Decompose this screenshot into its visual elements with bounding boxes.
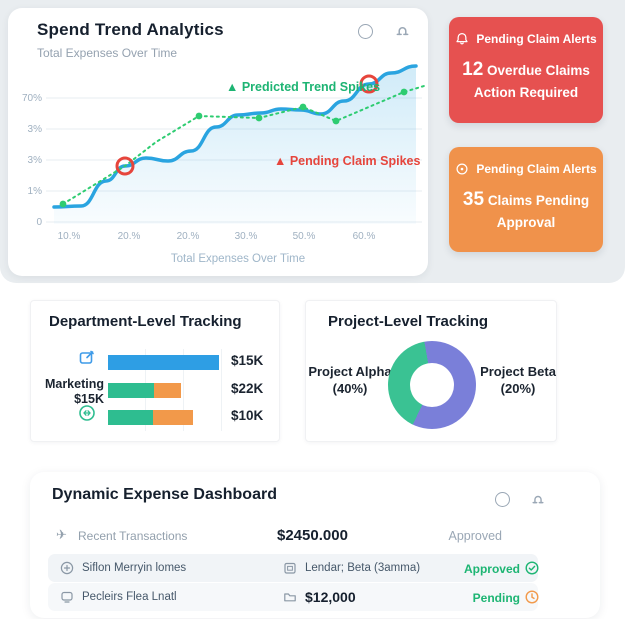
bar-value-1: $22K bbox=[231, 381, 264, 396]
alert-value: 12 bbox=[462, 59, 484, 80]
transaction-detail: Lendar; Beta (3amma) bbox=[305, 562, 421, 574]
department-bar-chart bbox=[108, 349, 224, 431]
bar-row-2 bbox=[108, 410, 193, 425]
label-value: (40%) bbox=[332, 381, 368, 396]
label-name: Project Beta bbox=[480, 364, 556, 379]
status-badge: Pending bbox=[472, 591, 520, 605]
bar-label-line2: $15K bbox=[74, 392, 104, 406]
chart-subtitle: Total Expenses Over Time bbox=[37, 46, 178, 60]
check-circle-icon bbox=[525, 561, 539, 575]
x-tick: 60.% bbox=[353, 231, 376, 242]
bar-segment bbox=[154, 383, 181, 398]
pending-clock-icon bbox=[525, 590, 539, 604]
x-tick: 10.% bbox=[58, 231, 81, 242]
spend-trend-chart: 70% 3% 3% 1% 0 ▲ Predicted Trend Spikes … bbox=[22, 64, 425, 265]
notification-bell-icon[interactable] bbox=[395, 24, 410, 39]
alert-value: 35 bbox=[462, 189, 485, 210]
alert-text: Overdue Claims bbox=[487, 63, 590, 78]
spend-trend-card: Spend Trend Analytics Total Expenses Ove… bbox=[8, 8, 428, 276]
bar-row-label: Marketing $15K bbox=[37, 377, 104, 407]
y-tick: 70% bbox=[22, 93, 42, 104]
project-beta-label: Project Beta (20%) bbox=[476, 363, 560, 397]
header-amount: $2450.000 bbox=[277, 527, 348, 544]
label-value: (20%) bbox=[500, 381, 536, 396]
transaction-name: Pecleirs Flea Lnatl bbox=[82, 591, 177, 603]
transaction-row[interactable]: Siflon Merryin lomes Lendar; Beta (3amma… bbox=[48, 554, 539, 582]
alert-title: Pending Claim Alerts bbox=[476, 162, 597, 176]
transaction-name: Siflon Merryin lomes bbox=[82, 562, 187, 574]
alert-line2: Action Required bbox=[473, 85, 579, 100]
card-header-icons bbox=[358, 24, 410, 39]
overdue-claims-alert-card[interactable]: Pending Claim Alerts 12 Overdue Claims A… bbox=[449, 17, 603, 123]
folder-icon bbox=[284, 593, 296, 602]
y-tick: 1% bbox=[28, 186, 43, 197]
transaction-row[interactable]: Pecleirs Flea Lnatl $12,000 Pending bbox=[48, 583, 539, 611]
alert-clock-icon bbox=[456, 163, 468, 175]
expense-dashboard-card: Dynamic Expense Dashboard ✈ Recent Trans… bbox=[30, 472, 600, 618]
top-section: Spend Trend Analytics Total Expenses Ove… bbox=[0, 0, 625, 283]
status-badge: Approved bbox=[463, 562, 520, 576]
y-tick: 0 bbox=[36, 217, 42, 228]
alert-text: Claims Pending bbox=[487, 193, 590, 208]
bar-row-0 bbox=[108, 355, 219, 370]
bar-segment bbox=[108, 383, 154, 398]
project-tracking-card: Project-Level Tracking Project Alpha (40… bbox=[305, 300, 557, 442]
alert-line1: 12 Overdue Claims bbox=[449, 59, 603, 81]
alert-line2: Approval bbox=[496, 215, 556, 230]
predicted-trend-annotation: ▲ Predicted Trend Spikes bbox=[226, 80, 380, 94]
pending-claims-alert-card[interactable]: Pending Claim Alerts 35 Claims Pending A… bbox=[449, 147, 603, 252]
bar-row-1 bbox=[108, 383, 181, 398]
alert-title: Pending Claim Alerts bbox=[476, 32, 597, 46]
x-tick: 30.% bbox=[235, 231, 258, 242]
bar-segment bbox=[153, 410, 193, 425]
alert-bell-icon bbox=[456, 32, 468, 45]
y-tick: 3% bbox=[28, 124, 43, 135]
recent-transactions-label: Recent Transactions bbox=[78, 529, 188, 543]
project-title: Project-Level Tracking bbox=[328, 313, 489, 330]
label-name: Project Alpha bbox=[308, 364, 392, 379]
transactions-header-row: ✈ Recent Transactions $2450.000 Approved bbox=[48, 526, 556, 546]
bar-value-0: $15K bbox=[231, 353, 264, 368]
device-icon bbox=[61, 591, 73, 603]
department-tracking-card: Department-Level Tracking Marketing $15K… bbox=[30, 300, 280, 442]
alert-header: Pending Claim Alerts bbox=[449, 162, 603, 176]
pending-claim-annotation: ▲ Pending Claim Spikes bbox=[274, 154, 420, 168]
transaction-amount: $12,000 bbox=[305, 589, 356, 605]
alert-line1: 35 Claims Pending bbox=[449, 189, 603, 211]
status-circle-icon[interactable] bbox=[495, 492, 510, 507]
bar-label-line1: Marketing bbox=[44, 377, 104, 391]
calendar-icon bbox=[284, 562, 296, 574]
project-donut-chart bbox=[388, 341, 476, 429]
x-axis-title: Total Expenses Over Time bbox=[171, 253, 305, 265]
sync-icon bbox=[79, 405, 95, 421]
bar-value-2: $10K bbox=[231, 408, 264, 423]
add-circle-icon bbox=[60, 561, 74, 575]
alert-header: Pending Claim Alerts bbox=[449, 32, 603, 46]
y-axis-ticks: 70% 3% 3% 1% 0 bbox=[22, 93, 42, 228]
y-tick: 3% bbox=[28, 155, 43, 166]
department-title: Department-Level Tracking bbox=[49, 313, 242, 330]
bar-segment bbox=[108, 410, 153, 425]
spend-trend-title: Spend Trend Analytics bbox=[37, 20, 224, 39]
chart-series-layer bbox=[52, 64, 425, 224]
header-status: Approved bbox=[448, 529, 502, 543]
dashboard-header-icons bbox=[495, 492, 545, 507]
x-tick: 50.% bbox=[293, 231, 316, 242]
airplane-icon: ✈ bbox=[56, 527, 67, 542]
x-tick: 20.% bbox=[118, 231, 141, 242]
edit-task-icon bbox=[79, 350, 94, 364]
bar-segment bbox=[108, 355, 219, 370]
x-tick: 20.% bbox=[177, 231, 200, 242]
x-axis-ticks: 10.% 20.% 20.% 30.% 50.% 60.% bbox=[58, 231, 376, 242]
status-circle-icon[interactable] bbox=[358, 24, 373, 39]
project-alpha-label: Project Alpha (40%) bbox=[308, 363, 392, 397]
dashboard-title: Dynamic Expense Dashboard bbox=[52, 486, 277, 503]
notification-bell-icon[interactable] bbox=[531, 493, 545, 507]
